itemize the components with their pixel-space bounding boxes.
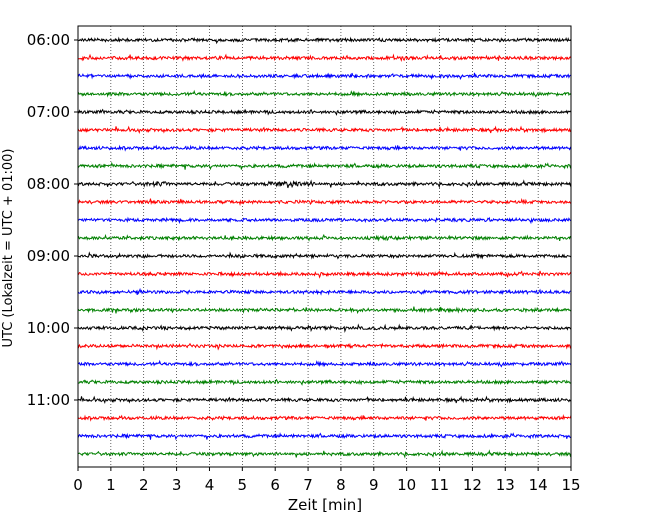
x-tick-label: 6 <box>270 476 280 494</box>
x-tick-label: 4 <box>205 476 215 494</box>
trace-0615 <box>77 53 572 62</box>
trace-0945 <box>77 306 572 315</box>
y-tick-label: 06:00 <box>27 31 70 49</box>
x-tick-label: 10 <box>397 476 416 494</box>
x-axis-label: Zeit [min] <box>288 496 362 514</box>
trace-1100 <box>77 395 572 404</box>
x-tick-label: 7 <box>303 476 313 494</box>
x-axis-ticks: 0 1 2 3 4 5 6 7 8 9 10 11 12 13 14 15 <box>73 467 581 494</box>
x-tick-label: 14 <box>529 476 548 494</box>
trace-0800 <box>77 179 572 189</box>
y-tick-label: 10:00 <box>27 319 70 337</box>
trace-0815 <box>77 197 572 207</box>
trace-1000 <box>77 323 572 333</box>
trace-0915 <box>77 269 572 279</box>
x-tick-label: 5 <box>238 476 248 494</box>
x-tick-label: 3 <box>172 476 182 494</box>
x-tick-label: 1 <box>106 476 116 494</box>
trace-0600 <box>77 36 572 45</box>
trace-0645 <box>77 89 572 98</box>
trace-0900 <box>77 251 572 260</box>
trace-1030 <box>77 359 572 368</box>
trace-0745 <box>77 161 572 171</box>
y-axis-label: UTC (Lokalzeit = UTC + 01:00) <box>1 149 16 348</box>
x-tick-label: 13 <box>496 476 515 494</box>
y-tick-label: 11:00 <box>27 391 70 409</box>
seismic-traces <box>77 36 572 459</box>
trace-0930 <box>77 287 572 296</box>
trace-0730 <box>77 144 572 152</box>
trace-1015 <box>77 342 572 351</box>
y-tick-label: 07:00 <box>27 103 70 121</box>
trace-1045 <box>77 378 572 386</box>
y-tick-label: 09:00 <box>27 247 70 265</box>
trace-0845 <box>77 233 572 242</box>
trace-0630 <box>77 72 572 80</box>
x-tick-label: 8 <box>336 476 346 494</box>
trace-1115 <box>77 414 572 422</box>
trace-0715 <box>77 125 572 134</box>
y-axis-ticks: 06:00 07:00 08:00 09:00 10:00 11:00 <box>27 31 78 409</box>
y-tick-label: 08:00 <box>27 175 70 193</box>
x-tick-label: 12 <box>463 476 482 494</box>
x-tick-label: 0 <box>73 476 83 494</box>
x-tick-label: 2 <box>139 476 149 494</box>
x-tick-label: 11 <box>430 476 449 494</box>
x-tick-label: 9 <box>369 476 379 494</box>
x-tick-label: 15 <box>561 476 580 494</box>
trace-0700 <box>77 108 572 116</box>
trace-0830 <box>77 216 572 225</box>
plot-frame <box>77 25 572 468</box>
trace-1130 <box>77 432 572 441</box>
trace-1145 <box>77 449 572 459</box>
